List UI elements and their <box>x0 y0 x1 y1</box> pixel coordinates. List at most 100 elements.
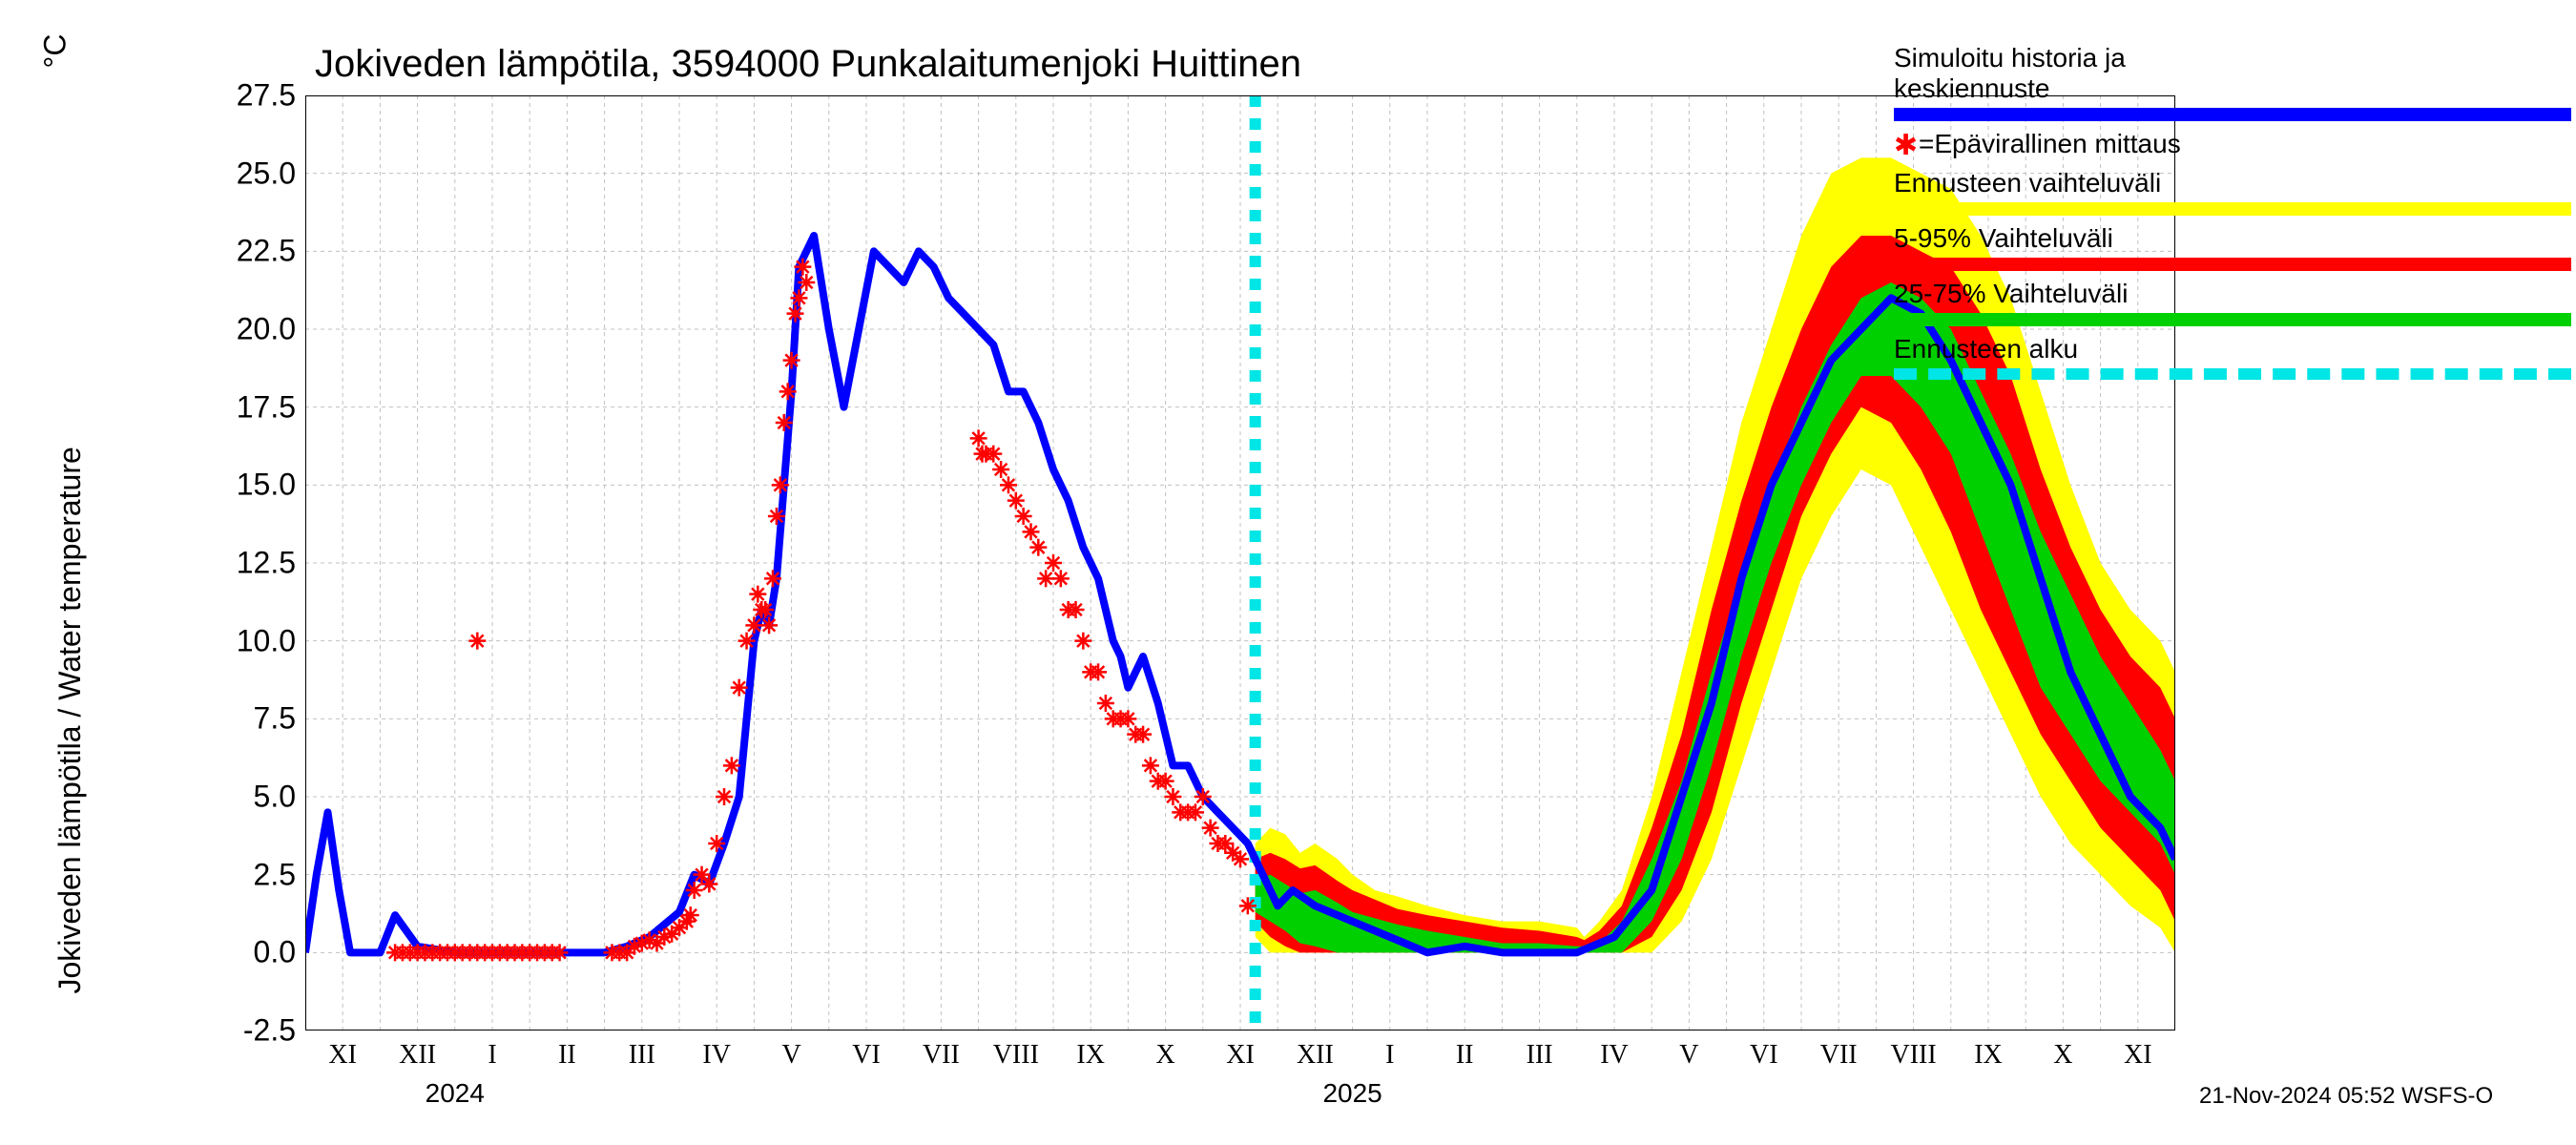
legend-swatch <box>1894 368 2571 380</box>
y-tick: 5.0 <box>162 780 296 815</box>
y-tick: -2.5 <box>162 1013 296 1049</box>
x-tick-month: III <box>629 1040 655 1071</box>
y-tick: 20.0 <box>162 312 296 347</box>
obs-marker <box>1090 663 1107 680</box>
obs-marker <box>985 446 1002 463</box>
x-tick-month: XI <box>1226 1040 1255 1071</box>
obs-marker <box>764 570 781 587</box>
y-tick: 12.5 <box>162 546 296 581</box>
obs-marker <box>738 633 756 650</box>
obs-marker <box>1142 757 1159 774</box>
obs-marker <box>783 352 800 369</box>
legend-item: 25-75% Vaihteluväli <box>1894 279 2571 326</box>
x-tick-month: II <box>1456 1040 1474 1071</box>
legend-swatch <box>1894 313 2571 326</box>
legend-label: Simuloitu historia ja <box>1894 43 2571 73</box>
footer-timestamp: 21-Nov-2024 05:52 WSFS-O <box>2199 1083 2493 1110</box>
obs-marker <box>682 906 699 924</box>
x-tick-month: VIII <box>1890 1040 1936 1071</box>
obs-marker <box>798 274 815 291</box>
chart-title: Jokiveden lämpötila, 3594000 Punkalaitum… <box>315 43 1301 86</box>
x-tick-month: XII <box>399 1040 436 1071</box>
y-tick: 17.5 <box>162 389 296 425</box>
y-axis-unit: °C <box>37 34 73 69</box>
x-tick-labels: XIXIIIIIIIIIVVVIVIIVIIIIXXXIXIIIIIIIIIVV… <box>305 1040 2175 1078</box>
x-tick-month: VIII <box>993 1040 1039 1071</box>
x-tick-month: VII <box>1820 1040 1858 1071</box>
obs-marker <box>1008 492 1025 510</box>
y-tick: 25.0 <box>162 156 296 191</box>
y-tick: 0.0 <box>162 935 296 970</box>
y-tick: 7.5 <box>162 701 296 737</box>
legend-label: 25-75% Vaihteluväli <box>1894 279 2571 309</box>
obs-marker <box>716 788 733 805</box>
obs-marker <box>551 944 569 961</box>
legend-label: keskiennuste <box>1894 73 2571 104</box>
y-tick: 10.0 <box>162 623 296 658</box>
chart-container: °C Jokiveden lämpötila / Water temperatu… <box>0 0 2576 1145</box>
obs-marker <box>1134 726 1152 743</box>
x-year-labels: 20242025 <box>305 1078 2175 1116</box>
legend-item: 5-95% Vaihteluväli <box>1894 223 2571 271</box>
legend-swatch <box>1894 258 2571 271</box>
legend-item: Ennusteen vaihteluväli <box>1894 168 2571 216</box>
x-tick-month: I <box>488 1040 496 1071</box>
obs-marker <box>700 875 717 892</box>
obs-marker <box>1052 570 1070 587</box>
x-tick-month: II <box>558 1040 576 1071</box>
obs-marker <box>1029 539 1047 556</box>
legend-item: Simuloitu historia jakeskiennuste <box>1894 43 2571 121</box>
legend-label: Ennusteen vaihteluväli <box>1894 168 2571 198</box>
x-tick-month: I <box>1385 1040 1394 1071</box>
obs-marker <box>745 616 762 634</box>
obs-marker <box>1119 710 1136 727</box>
obs-marker <box>776 414 793 431</box>
x-tick-month: X <box>1155 1040 1174 1071</box>
obs-marker <box>1074 633 1091 650</box>
obs-marker <box>1097 695 1114 712</box>
asterisk-icon: ✱ <box>1894 132 1919 160</box>
y-tick: 2.5 <box>162 857 296 892</box>
x-tick-month: V <box>1679 1040 1698 1071</box>
legend-label: Ennusteen alku <box>1894 334 2571 364</box>
obs-marker <box>1164 788 1181 805</box>
x-tick-month: III <box>1527 1040 1553 1071</box>
y-tick-labels: -2.50.02.55.07.510.012.515.017.520.022.5… <box>162 95 296 1030</box>
x-tick-year: 2024 <box>426 1078 485 1109</box>
x-tick-month: VI <box>852 1040 881 1071</box>
obs-marker <box>787 305 804 323</box>
x-tick-month: IX <box>1076 1040 1105 1071</box>
x-tick-month: V <box>781 1040 800 1071</box>
legend-swatch <box>1894 108 2571 121</box>
legend-item: ✱=Epävirallinen mittaus <box>1894 129 2571 160</box>
legend-label: 5-95% Vaihteluväli <box>1894 223 2571 254</box>
obs-marker <box>790 289 807 306</box>
obs-marker <box>1000 476 1017 493</box>
obs-marker <box>1157 773 1174 790</box>
x-tick-month: IX <box>1974 1040 2003 1071</box>
obs-marker <box>1045 554 1062 572</box>
obs-marker <box>1037 570 1054 587</box>
obs-marker <box>723 757 740 774</box>
obs-marker <box>1068 601 1085 618</box>
obs-marker <box>731 679 748 697</box>
x-tick-month: XI <box>2124 1040 2152 1071</box>
obs-marker <box>779 383 797 400</box>
obs-marker <box>1187 803 1204 821</box>
obs-marker <box>1022 523 1039 540</box>
y-tick: 27.5 <box>162 78 296 114</box>
obs-marker <box>1216 835 1234 852</box>
legend-item: Ennusteen alku <box>1894 334 2571 380</box>
legend-swatch <box>1894 202 2571 216</box>
legend-label: =Epävirallinen mittaus <box>1919 129 2181 158</box>
x-tick-month: VII <box>923 1040 960 1071</box>
obs-marker <box>1015 508 1032 525</box>
obs-marker <box>708 835 725 852</box>
obs-marker <box>992 461 1009 478</box>
chart-legend: Simuloitu historia jakeskiennuste ✱=Epävi… <box>1894 43 2571 387</box>
obs-marker <box>772 476 789 493</box>
obs-marker <box>749 586 766 603</box>
x-tick-month: IV <box>702 1040 731 1071</box>
y-tick: 22.5 <box>162 234 296 269</box>
obs-marker <box>970 429 987 447</box>
